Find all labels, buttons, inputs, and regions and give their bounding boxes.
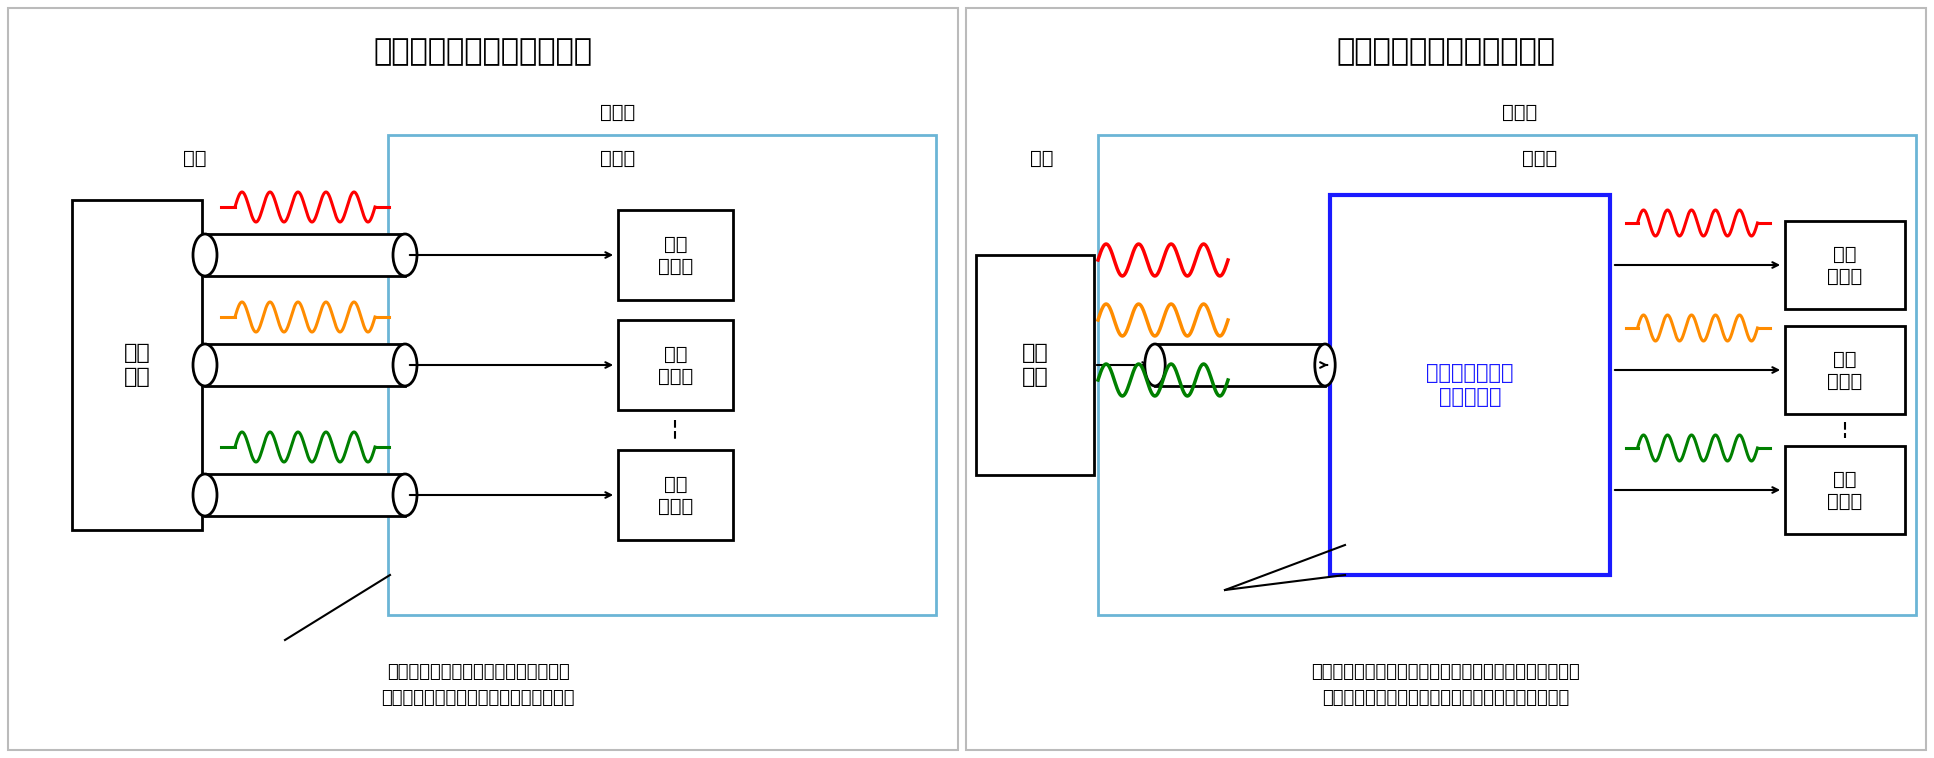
- Bar: [965, 8, 1926, 750]
- Bar: [619, 210, 733, 300]
- Text: 本研究で提案した制御方法: 本研究で提案した制御方法: [1336, 37, 1555, 67]
- Ellipse shape: [1145, 344, 1164, 386]
- Bar: [619, 450, 733, 540]
- Bar: [1785, 446, 1905, 534]
- Bar: [1785, 221, 1905, 309]
- Bar: [1155, 344, 1325, 386]
- Bar: [1331, 195, 1609, 575]
- Text: 量子
ビット: 量子 ビット: [1828, 245, 1862, 286]
- Text: 極低温: 極低温: [600, 149, 636, 168]
- Ellipse shape: [393, 474, 418, 516]
- Text: 制御
装置: 制御 装置: [124, 343, 151, 387]
- Text: 量子ビット制御信号を伝送するため、: 量子ビット制御信号を伝送するため、: [387, 663, 569, 681]
- Bar: [8, 8, 957, 750]
- Text: 室温と極低温間に大量のケーブルが必要: 室温と極低温間に大量のケーブルが必要: [381, 689, 574, 707]
- Bar: [205, 234, 404, 276]
- Ellipse shape: [393, 344, 418, 386]
- Text: 室温: 室温: [1031, 149, 1054, 168]
- Bar: [72, 200, 201, 530]
- Bar: [205, 344, 404, 386]
- Bar: [619, 320, 733, 410]
- Text: マイクロ波の多重化を用いる量子ビット制御超伝導回路: マイクロ波の多重化を用いる量子ビット制御超伝導回路: [1311, 663, 1580, 681]
- Text: 量子ビット制御
超伝導回路: 量子ビット制御 超伝導回路: [1425, 363, 1514, 406]
- Bar: [389, 135, 936, 615]
- Text: により、室温と極低温間のケーブル数を大幅に削減: により、室温と極低温間のケーブル数を大幅に削減: [1323, 689, 1570, 707]
- Text: 量子
ビット: 量子 ビット: [658, 475, 692, 515]
- Ellipse shape: [393, 234, 418, 276]
- Bar: [1099, 135, 1917, 615]
- Ellipse shape: [193, 474, 217, 516]
- Text: 極低温: 極低温: [1522, 149, 1557, 168]
- Text: 量子
ビット: 量子 ビット: [658, 234, 692, 275]
- Text: 量子
ビット: 量子 ビット: [1828, 469, 1862, 510]
- Ellipse shape: [193, 234, 217, 276]
- Ellipse shape: [1315, 344, 1334, 386]
- Text: 室温: 室温: [184, 149, 207, 168]
- Bar: [977, 255, 1095, 475]
- Bar: [1785, 326, 1905, 414]
- Text: 量子
ビット: 量子 ビット: [1828, 349, 1862, 390]
- Text: 制御
装置: 制御 装置: [1021, 343, 1048, 387]
- Text: 従来の量子ビット制御方法: 従来の量子ビット制御方法: [373, 37, 592, 67]
- Bar: [205, 474, 404, 516]
- Text: 冷凍機: 冷凍機: [1503, 102, 1538, 121]
- Text: 冷凍機: 冷凍機: [600, 102, 636, 121]
- Ellipse shape: [193, 344, 217, 386]
- Text: 量子
ビット: 量子 ビット: [658, 344, 692, 386]
